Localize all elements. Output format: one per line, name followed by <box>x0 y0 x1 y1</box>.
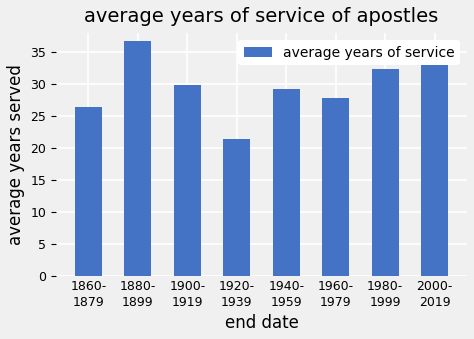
Legend: average years of service: average years of service <box>238 40 460 65</box>
Bar <box>421 58 448 276</box>
Bar <box>75 107 102 276</box>
X-axis label: end date: end date <box>225 314 299 332</box>
Bar <box>273 89 300 276</box>
Bar <box>322 99 349 276</box>
Bar <box>124 41 152 276</box>
Bar <box>372 69 399 276</box>
Bar <box>174 85 201 276</box>
Bar <box>223 139 250 276</box>
Y-axis label: average years served: average years served <box>7 64 25 245</box>
Title: average years of service of apostles: average years of service of apostles <box>84 7 439 26</box>
